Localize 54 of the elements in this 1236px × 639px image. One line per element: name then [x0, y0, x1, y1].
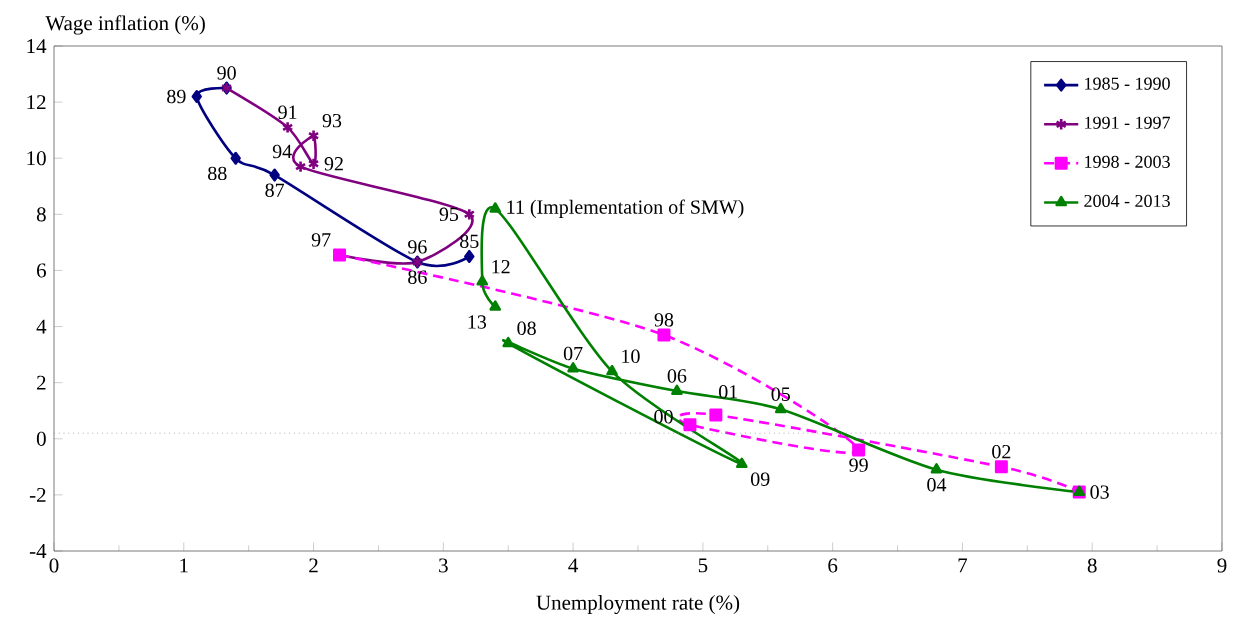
x-tick-label: 6 [828, 558, 838, 573]
y-tick-label: 6 [37, 263, 46, 278]
y-tick-label: 8 [36, 207, 46, 222]
annotation: 97 [311, 233, 331, 247]
annotation: 91 [278, 105, 297, 119]
annotation: 85 [460, 234, 479, 249]
annotation: 13 [468, 315, 487, 329]
legend-label: 1998 - 2003 [1085, 155, 1170, 168]
annotation: 09 [750, 472, 770, 486]
annotation: 11 (Implementation of SMW) [507, 199, 744, 218]
annotation: 12 [492, 260, 510, 274]
x-tick-label: 8 [1087, 558, 1097, 573]
legend-label: 1991 - 1997 [1085, 116, 1171, 129]
y-tick-label: 2 [37, 375, 46, 390]
annotation: 90 [217, 66, 236, 80]
legend-label: 1985 - 1990 [1085, 77, 1170, 90]
annotation: 86 [408, 270, 427, 284]
x-tick-label: 2 [309, 558, 318, 573]
x-tick-label: 4 [568, 558, 579, 573]
annotation: 89 [167, 89, 186, 104]
x-tick-label: 5 [698, 558, 708, 573]
annotation: 96 [408, 240, 427, 254]
annotation: 05 [771, 387, 790, 401]
annotation: 04 [927, 478, 947, 492]
annotation: 02 [992, 444, 1011, 459]
x-axis-title: Unemployment rate (%) [536, 594, 740, 615]
annotation: 99 [849, 458, 868, 472]
annotation: 06 [667, 369, 687, 383]
y-tick-label: -2 [29, 487, 46, 502]
annotation: 10 [622, 349, 640, 364]
y-tick-label: 10 [27, 151, 46, 166]
y-tick-label: 12 [27, 95, 46, 110]
annotation: 92 [324, 157, 343, 171]
annotation: 87 [265, 183, 285, 197]
y-tick-label: 4 [36, 319, 47, 334]
y-axis-title: Wage inflation (%) [45, 15, 205, 35]
x-tick-label: 7 [958, 558, 968, 573]
x-tick-label: 0 [49, 558, 59, 573]
annotation: 98 [654, 313, 674, 327]
annotation: 01 [719, 385, 738, 399]
annotation: 95 [439, 207, 459, 222]
annotation: 07 [563, 346, 583, 361]
annotation: 03 [1090, 485, 1109, 499]
annotation: 94 [272, 144, 292, 159]
x-tick-label: 1 [180, 558, 188, 573]
x-tick-label: 9 [1217, 558, 1227, 573]
annotation: 93 [322, 113, 342, 128]
x-tick-label: 3 [439, 558, 448, 573]
y-tick-label: 14 [27, 39, 47, 53]
y-tick-label: -4 [29, 544, 47, 558]
y-tick-label: 0 [36, 431, 46, 446]
annotation: 08 [517, 321, 536, 335]
annotation: 88 [208, 166, 227, 181]
legend-label: 2004 - 2013 [1084, 194, 1170, 208]
